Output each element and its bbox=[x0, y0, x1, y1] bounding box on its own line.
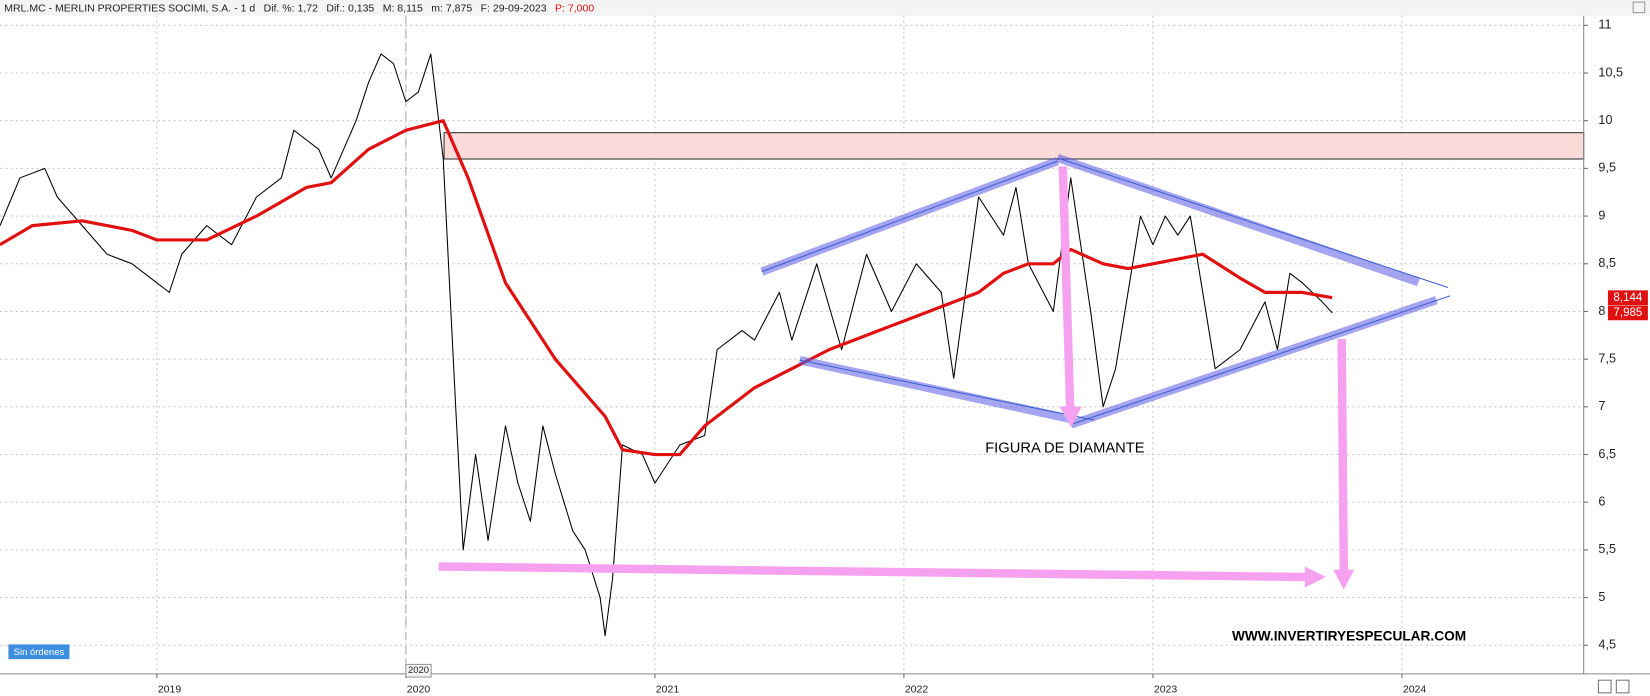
arrow-shaft bbox=[1058, 166, 1075, 409]
icon[interactable] bbox=[1597, 679, 1612, 694]
y-tick-label: 5,5 bbox=[1598, 542, 1616, 556]
price-tag bbox=[1607, 305, 1648, 321]
pattern-label: FIGURA DE DIAMANTE bbox=[985, 440, 1145, 456]
axes-layer: 4,5 5 5,5 6 6,5 7 7,5 8 8,5 9 9,5 10 10,5 11 2019 2020 2… bbox=[156, 18, 1648, 695]
series-layer bbox=[0, 53, 1333, 637]
y-tick-label: 6 bbox=[1598, 495, 1605, 509]
y-tick-label: 9 bbox=[1598, 208, 1605, 222]
trendline bbox=[1057, 157, 1449, 288]
y-tick-label: 7 bbox=[1598, 399, 1605, 413]
header-stat: m: 7,875 bbox=[431, 2, 472, 14]
price-tag-label: 7,985 bbox=[1613, 307, 1642, 319]
y-tick-label: 10 bbox=[1598, 113, 1612, 127]
arrow-head bbox=[1333, 569, 1355, 590]
arrow-head bbox=[1304, 566, 1326, 588]
y-tick-label: 8,5 bbox=[1598, 256, 1616, 270]
header-bar bbox=[0, 0, 1650, 16]
y-tick-label: 5 bbox=[1598, 590, 1605, 604]
status-badge[interactable] bbox=[8, 644, 70, 660]
x-tick-label: 2021 bbox=[656, 683, 680, 695]
header-stat: Dif. %: 1,72 bbox=[264, 2, 318, 14]
cursor-label: 2020 bbox=[408, 665, 429, 676]
price-line bbox=[0, 119, 1333, 457]
watermark: WWW.INVERTIRYESPECULAR.COM bbox=[1232, 629, 1466, 644]
arrow-head bbox=[1059, 406, 1082, 428]
y-tick-label: 7,5 bbox=[1598, 351, 1616, 365]
resistance-zone bbox=[443, 132, 1585, 160]
icon[interactable] bbox=[1615, 679, 1630, 694]
trendline bbox=[1071, 295, 1451, 425]
arrow-shaft bbox=[438, 562, 1309, 582]
arrow-shaft bbox=[1337, 339, 1348, 572]
header-stat: Dif.: 0,135 bbox=[326, 2, 374, 14]
header: MRL.MC - MERLIN PROPERTIES SOCIMI, S.A. … bbox=[4, 2, 594, 14]
status-text: Sin órdenes bbox=[14, 647, 65, 658]
projection-arrows bbox=[438, 166, 1355, 590]
diamond-trendlines bbox=[761, 157, 1451, 425]
diamond-edge bbox=[1056, 153, 1420, 287]
header-stat: F: 29-09-2023 bbox=[481, 2, 547, 14]
y-tick-label: 10,5 bbox=[1598, 65, 1623, 79]
window-button[interactable] bbox=[1632, 1, 1646, 14]
price-tag-label: 8,144 bbox=[1613, 292, 1642, 304]
header-stat: M: 8,115 bbox=[383, 2, 423, 14]
price-tag bbox=[1607, 290, 1648, 306]
diamond-edge bbox=[798, 355, 1073, 424]
x-tick-label: 2024 bbox=[1403, 683, 1427, 695]
corner-icons bbox=[1597, 679, 1630, 694]
y-tick-label: 9,5 bbox=[1598, 161, 1616, 175]
y-tick-label: 4,5 bbox=[1598, 638, 1616, 652]
grid-layer bbox=[0, 15, 1584, 674]
y-tick-label: 6,5 bbox=[1598, 447, 1616, 461]
x-tick-label: 2019 bbox=[158, 683, 182, 695]
trendline bbox=[799, 359, 1095, 421]
trendline bbox=[761, 160, 1058, 273]
y-tick-label: 11 bbox=[1598, 18, 1611, 32]
cursor-box bbox=[405, 663, 432, 678]
header-title: MRL.MC - MERLIN PROPERTIES SOCIMI, S.A. … bbox=[4, 2, 255, 14]
last-price: P: 7,000 bbox=[555, 2, 594, 14]
x-tick-label: 2023 bbox=[1154, 683, 1178, 695]
x-tick-label: 2022 bbox=[905, 683, 929, 695]
y-tick-label: 8 bbox=[1598, 304, 1605, 318]
x-tick-label: 2020 bbox=[407, 683, 431, 695]
